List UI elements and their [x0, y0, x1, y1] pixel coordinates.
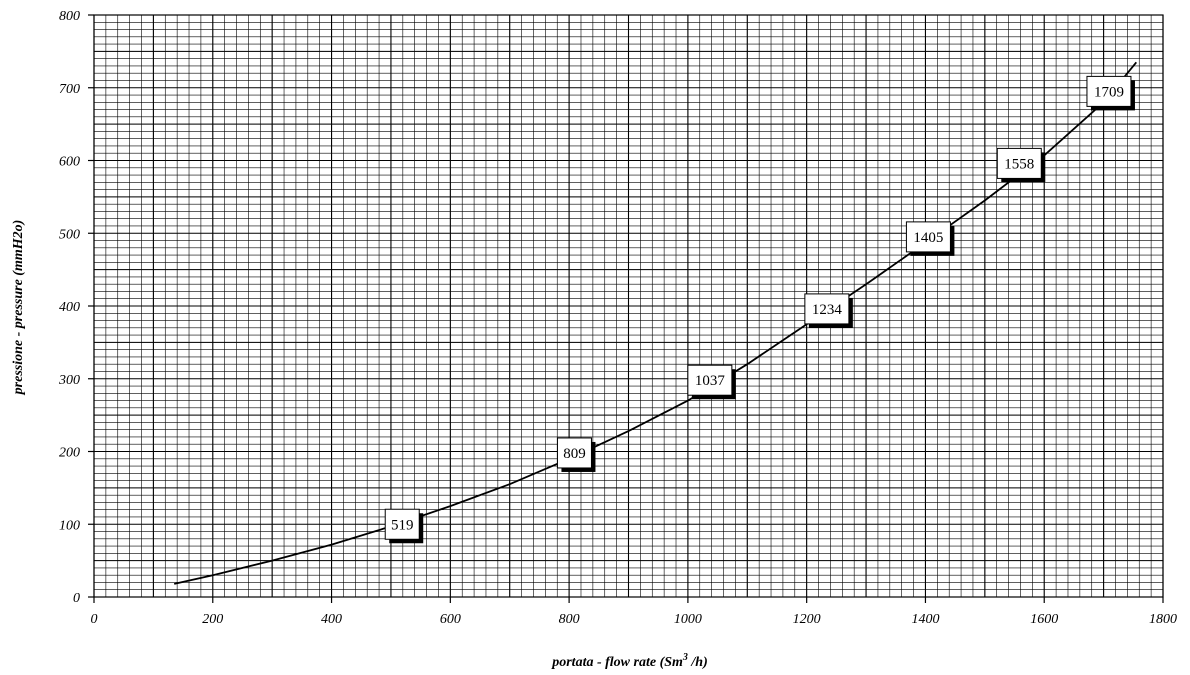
y-tick-label: 700	[59, 82, 80, 97]
y-tick-label: 400	[59, 300, 80, 315]
point-label-box	[804, 293, 850, 325]
y-tick-label: 600	[59, 155, 80, 170]
major-gridlines	[93, 14, 1164, 598]
point-label-box	[905, 221, 951, 253]
point-label: 1405	[905, 221, 955, 256]
y-tick-label: 500	[59, 227, 80, 242]
point-label-box	[996, 147, 1042, 179]
y-tick-label: 300	[58, 373, 80, 388]
x-tick-label: 1000	[674, 612, 702, 627]
axis-ticks	[88, 14, 1164, 603]
y-tick-label: 200	[59, 446, 80, 461]
x-axis-title: portata - flow rate (Sm3 /h)	[551, 652, 708, 670]
point-label-box	[687, 364, 733, 396]
point-label: 1558	[996, 147, 1046, 183]
point-label: 1037	[687, 364, 736, 400]
x-tick-labels: 0 200 400 600 800 1000 1200 1400 1600 1800	[91, 612, 1178, 627]
point-label-box	[384, 508, 420, 540]
x-tick-label: 800	[559, 612, 580, 627]
x-tick-label: 1600	[1030, 612, 1058, 627]
x-axis-title-suffix: /h)	[688, 655, 708, 670]
y-tick-label: 100	[59, 518, 80, 533]
series-line	[174, 61, 1137, 585]
y-tick-label: 0	[73, 591, 80, 606]
x-tick-label: 1800	[1149, 612, 1177, 627]
point-label-text: 1234	[812, 302, 843, 318]
point-label-box	[556, 437, 592, 469]
point-label-text: 1405	[913, 230, 943, 246]
point-label-text: 809	[563, 446, 586, 462]
x-tick-label: 1200	[793, 612, 821, 627]
point-label-text: 519	[391, 517, 414, 533]
point-label: 1709	[1086, 75, 1135, 111]
point-labels: 519 809 1037 1234 1405 1558 1709	[384, 75, 1135, 544]
x-axis-title-main: portata - flow rate (Sm	[551, 655, 683, 670]
x-tick-label: 200	[202, 612, 223, 627]
point-label-text: 1709	[1094, 84, 1124, 100]
y-tick-label: 800	[59, 9, 80, 24]
y-tick-labels: 0 100 200 300 400 500 600 700 800	[58, 9, 80, 606]
point-label-text: 1037	[695, 373, 726, 389]
point-label: 809	[556, 437, 596, 472]
x-tick-label: 600	[440, 612, 461, 627]
x-tick-label: 400	[321, 612, 342, 627]
y-axis-title: pressione - pressure (mmH2o)	[11, 220, 26, 396]
point-label-box	[1086, 75, 1132, 107]
point-label: 519	[384, 508, 424, 544]
point-label: 1234	[804, 293, 853, 328]
x-axis-title-superscript: 3	[682, 652, 688, 663]
point-label-text: 1558	[1004, 156, 1034, 172]
x-tick-label: 0	[91, 612, 98, 627]
x-tick-label: 1400	[911, 612, 939, 627]
